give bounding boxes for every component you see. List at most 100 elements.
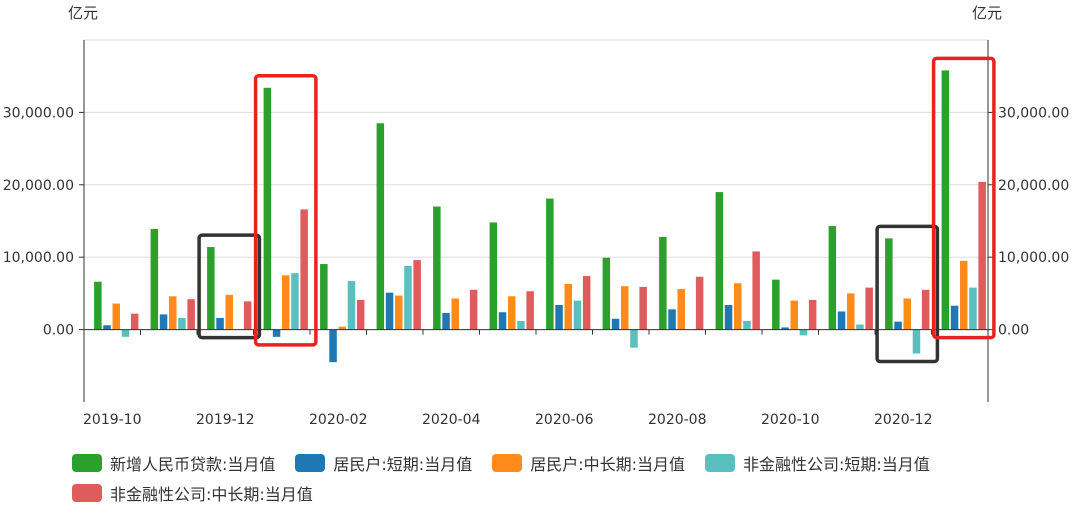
bar bbox=[639, 286, 647, 330]
bar bbox=[781, 327, 789, 330]
bar bbox=[150, 228, 159, 330]
bar bbox=[338, 326, 346, 330]
legend-swatch bbox=[295, 454, 326, 472]
x-tick-label: 2020-06 bbox=[535, 412, 594, 428]
y-unit-right: 亿元 bbox=[972, 4, 1002, 22]
bar bbox=[489, 222, 498, 330]
bar bbox=[517, 320, 525, 330]
bar bbox=[508, 296, 516, 330]
bar bbox=[790, 300, 798, 330]
x-tick-label: 2020-10 bbox=[761, 412, 820, 428]
bar bbox=[856, 324, 864, 330]
bar bbox=[112, 303, 120, 330]
legend-label: 新增人民币贷款:当月值 bbox=[110, 455, 276, 474]
legend-swatch bbox=[492, 454, 523, 472]
bar bbox=[621, 286, 629, 330]
bar bbox=[847, 293, 855, 330]
bar bbox=[724, 304, 733, 330]
bar bbox=[347, 281, 356, 330]
bar bbox=[121, 329, 130, 337]
legend-label: 非金融性公司:中长期:当月值 bbox=[110, 485, 313, 504]
bar bbox=[526, 291, 534, 330]
bar bbox=[94, 281, 102, 330]
bar bbox=[799, 329, 808, 336]
bar bbox=[630, 329, 638, 348]
y-tick-label-left: 10,000.00 bbox=[3, 250, 74, 266]
bar bbox=[885, 238, 893, 330]
bar bbox=[837, 311, 846, 330]
bar bbox=[498, 312, 507, 330]
legend-item[interactable]: 非金融性公司:短期:当月值 bbox=[705, 452, 930, 474]
x-tick-label: 2020-08 bbox=[648, 412, 707, 428]
bar bbox=[225, 294, 233, 330]
bar bbox=[395, 295, 403, 330]
bar bbox=[715, 192, 724, 330]
grid-lines bbox=[84, 39, 988, 331]
bar bbox=[772, 279, 780, 330]
highlight-box bbox=[253, 74, 318, 347]
bar bbox=[169, 296, 177, 330]
highlight-box bbox=[197, 233, 262, 340]
bar bbox=[263, 87, 272, 330]
bars-group bbox=[94, 70, 986, 363]
legend-item[interactable]: 新增人民币贷款:当月值 bbox=[72, 452, 275, 474]
bar bbox=[442, 312, 450, 330]
bar bbox=[187, 299, 195, 330]
bar bbox=[950, 305, 959, 330]
highlight-box bbox=[931, 56, 996, 340]
x-tick-label: 2019-10 bbox=[83, 412, 142, 428]
y-tick-label-right: 30,000.00 bbox=[998, 105, 1069, 121]
bar bbox=[282, 275, 290, 330]
bar bbox=[103, 325, 111, 330]
bar bbox=[272, 329, 281, 337]
x-tick-label: 2019-12 bbox=[196, 412, 255, 428]
axes-group: 0.00 0.00 10,000.00 10,000.00 20,000.00 20,00… bbox=[3, 40, 1069, 428]
bar bbox=[376, 123, 385, 330]
bar bbox=[743, 320, 751, 330]
bar bbox=[385, 292, 394, 330]
bar bbox=[216, 318, 224, 330]
x-tick-label: 2020-12 bbox=[874, 412, 933, 428]
x-tick-label: 2020-04 bbox=[422, 412, 481, 428]
bar bbox=[451, 298, 459, 330]
bar bbox=[659, 236, 667, 330]
y-tick-label-left: 0.00 bbox=[43, 323, 74, 339]
bar bbox=[413, 260, 421, 330]
bar bbox=[564, 283, 572, 330]
bar bbox=[300, 209, 308, 330]
bar bbox=[903, 298, 911, 330]
y-unit-left: 亿元 bbox=[68, 4, 98, 22]
highlight-box bbox=[875, 224, 940, 364]
y-tick-label-right: 20,000.00 bbox=[998, 178, 1069, 194]
bar bbox=[912, 329, 921, 354]
bar bbox=[894, 321, 902, 330]
bar bbox=[130, 313, 139, 330]
bar bbox=[433, 206, 441, 330]
bar bbox=[207, 247, 215, 330]
bar bbox=[734, 283, 742, 330]
bar bbox=[404, 265, 412, 330]
bar bbox=[356, 299, 365, 330]
legend-swatch bbox=[705, 454, 735, 472]
bar bbox=[469, 289, 478, 330]
legend-label: 居民户:中长期:当月值 bbox=[530, 455, 685, 474]
legend-label: 居民户:短期:当月值 bbox=[333, 455, 473, 474]
bar bbox=[320, 264, 328, 330]
bar bbox=[695, 276, 704, 330]
legend-swatch bbox=[72, 484, 102, 502]
legend-item[interactable]: 居民户:短期:当月值 bbox=[295, 452, 472, 474]
bar bbox=[291, 273, 299, 330]
bar bbox=[960, 260, 968, 330]
bar bbox=[329, 329, 337, 363]
chart-svg: 亿元 亿元 0.00 0.00 10,000.00 10,000.00 20,000.0… bbox=[3, 4, 1070, 428]
bar bbox=[978, 181, 986, 330]
bar bbox=[243, 301, 252, 330]
y-tick-label-right: 10,000.00 bbox=[998, 250, 1069, 266]
highlight-boxes bbox=[197, 56, 996, 364]
legend-swatch bbox=[72, 454, 102, 472]
y-tick-label-left: 20,000.00 bbox=[3, 178, 74, 194]
bar bbox=[808, 299, 817, 330]
bar bbox=[941, 70, 950, 330]
legend-item[interactable]: 居民户:中长期:当月值 bbox=[492, 452, 685, 474]
legend-item[interactable]: 非金融性公司:中长期:当月值 bbox=[72, 482, 313, 504]
